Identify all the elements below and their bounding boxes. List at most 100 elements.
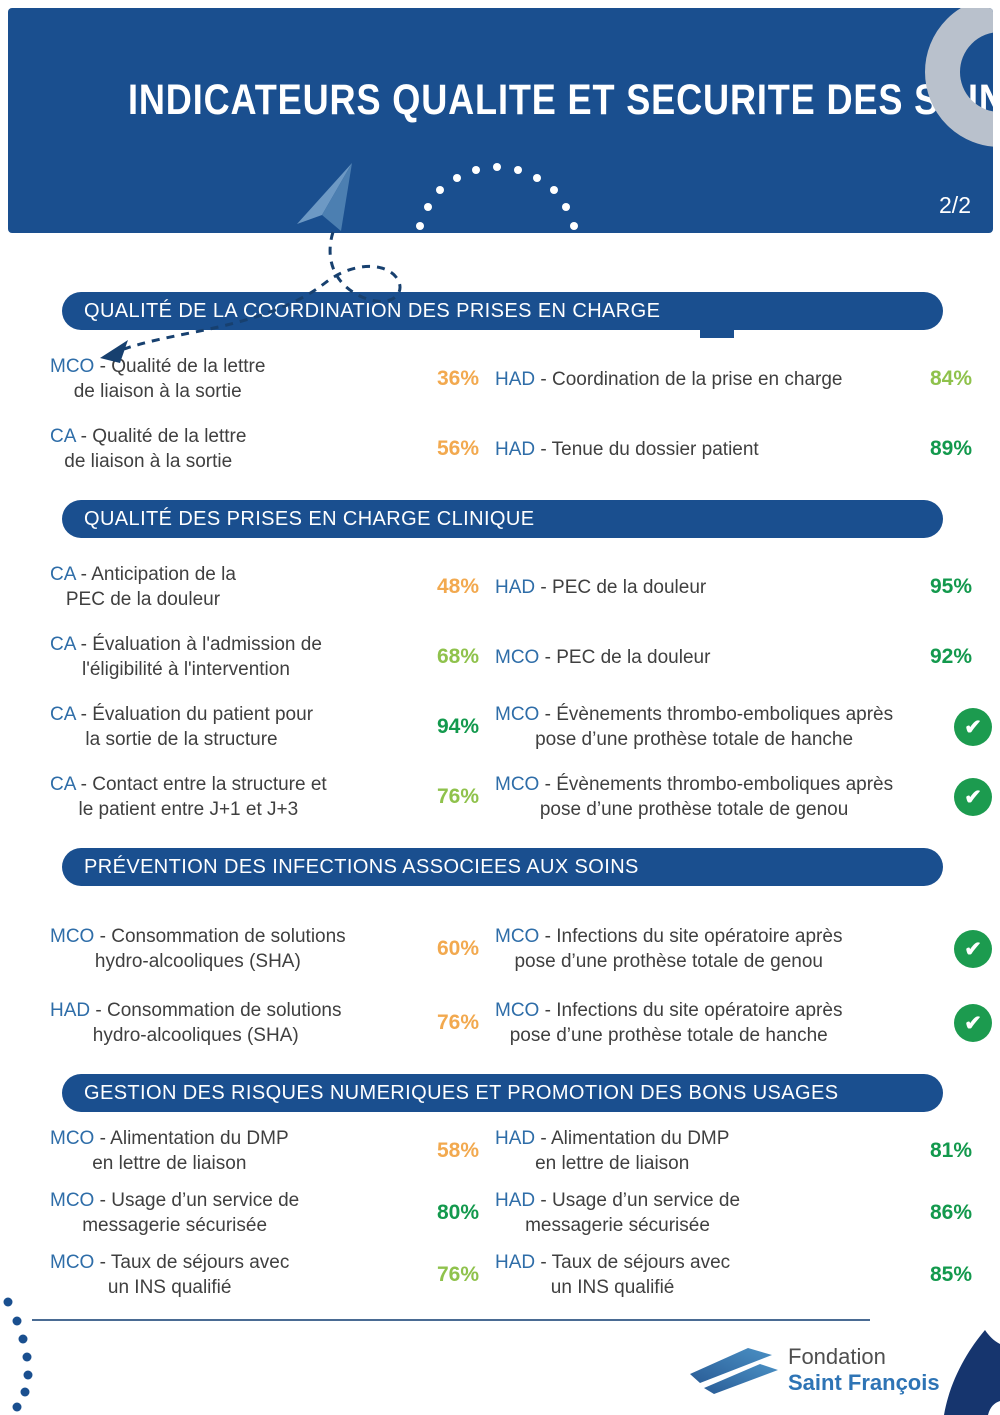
indicator-row: HAD - Consommation de solutions hydro-al… [50, 998, 495, 1048]
indicator-prefix: HAD [495, 1128, 536, 1149]
indicator-label: MCO - Taux de séjours avec un INS qualif… [50, 1250, 289, 1300]
indicator-value: 76% [437, 785, 480, 808]
brand-name-top: Fondation [788, 1344, 886, 1369]
indicator-row: MCO - Infections du site opératoire aprè… [495, 998, 1000, 1048]
indicator-status: ✔ [954, 778, 1000, 816]
indicator-line1: Infections du site opératoire après [556, 926, 843, 947]
indicator-status: ✔ [954, 708, 1000, 746]
indicator-separator: - [535, 438, 552, 460]
indicator-line2: en lettre de liaison [92, 1153, 247, 1174]
indicator-row: MCO - PEC de la douleur 92% [495, 645, 1000, 670]
indicator-status: ✔ [954, 1004, 1000, 1042]
check-circle-icon: ✔ [954, 930, 992, 968]
indicator-prefix: HAD [50, 1000, 91, 1021]
indicator-line1: Usage d’un service de [111, 1190, 300, 1211]
indicator-row: MCO - Alimentation du DMP en lettre de l… [50, 1126, 495, 1176]
indicator-line2: pose d’une prothèse totale de genou [514, 951, 823, 972]
indicator-prefix: MCO [495, 926, 540, 947]
indicator-line1: Tenue du dossier patient [551, 438, 759, 460]
check-circle-icon: ✔ [954, 1004, 992, 1042]
indicator-label: MCO - Consommation de solutions hydro-al… [50, 924, 346, 974]
section-title: PRÉVENTION DES INFECTIONS ASSOCIEES AUX … [84, 855, 639, 878]
indicator-line1: Coordination de la prise en charge [552, 368, 843, 390]
indicator-label: MCO - Infections du site opératoire aprè… [495, 998, 842, 1048]
footer-divider [32, 1319, 870, 1321]
indicator-separator: - [94, 356, 112, 377]
indicator-line1: Qualité de la lettre [92, 426, 247, 447]
indicator-row: MCO - Infections du site opératoire aprè… [495, 924, 1000, 974]
indicator-label: CA - Évaluation du patient pour la sorti… [50, 702, 313, 752]
indicator-line1: Évènements thrombo-emboliques après [556, 704, 894, 725]
indicator-separator: - [539, 1000, 557, 1021]
indicator-prefix: MCO [50, 1190, 95, 1211]
indicator-value: 36% [437, 367, 480, 390]
indicator-separator: - [94, 926, 112, 947]
indicator-prefix: HAD [495, 368, 536, 390]
indicator-line1: Infections du site opératoire après [556, 1000, 843, 1021]
indicator-value: 68% [437, 645, 480, 668]
indicator-line1: PEC de la douleur [552, 576, 707, 598]
indicator-row: HAD - Tenue du dossier patient 89% [495, 437, 1000, 462]
indicator-row: MCO - Usage d’un service de messagerie s… [50, 1188, 495, 1238]
indicator-value: 48% [437, 575, 480, 598]
indicator-label: CA - Évaluation à l'admission de l'éligi… [50, 632, 322, 682]
indicator-prefix: HAD [495, 1252, 536, 1273]
indicator-row: MCO - Taux de séjours avec un INS qualif… [50, 1250, 495, 1300]
indicator-prefix: MCO [495, 646, 540, 668]
indicator-value: 76% [437, 1263, 480, 1286]
indicator-line1: Usage d’un service de [552, 1190, 741, 1211]
indicator-separator: - [75, 634, 93, 655]
section-title: QUALITÉ DE LA COORDINATION DES PRISES EN… [84, 299, 661, 322]
indicator-line1: Évaluation du patient pour [92, 704, 314, 725]
section-risques-numeriques: GESTION DES RISQUES NUMERIQUES ET PROMOT… [0, 1074, 1000, 1300]
indicator-label: MCO - Évènements thrombo-emboliques aprè… [495, 772, 893, 822]
indicator-line1: Évènements thrombo-emboliques après [556, 774, 894, 795]
indicator-value: 84% [929, 367, 972, 390]
indicator-prefix: MCO [50, 1252, 95, 1273]
indicator-row: MCO - Consommation de solutions hydro-al… [50, 924, 495, 974]
corner-sail-decoration [944, 1330, 1000, 1415]
section-title: QUALITÉ DES PRISES EN CHARGE CLINIQUE [84, 507, 535, 530]
indicator-value: 94% [437, 715, 480, 738]
dotted-arc [416, 163, 578, 230]
indicator-value: 89% [929, 437, 972, 460]
indicator-line1: Consommation de solutions [111, 926, 346, 947]
indicator-label: HAD - Alimentation du DMP en lettre de l… [495, 1126, 729, 1176]
indicator-row: HAD - PEC de la douleur 95% [495, 575, 1000, 600]
indicator-separator: - [75, 704, 93, 725]
indicator-row: CA - Évaluation du patient pour la sorti… [50, 702, 495, 752]
indicator-row: MCO - Évènements thrombo-emboliques aprè… [495, 772, 1000, 822]
indicator-line2: PEC de la douleur [65, 589, 221, 610]
section-header: GESTION DES RISQUES NUMERIQUES ET PROMOT… [62, 1074, 943, 1112]
indicator-line1: Anticipation de la [91, 564, 236, 585]
indicator-prefix: MCO [495, 704, 540, 725]
indicator-value: 60% [437, 937, 480, 960]
indicator-row: HAD - Usage d’un service de messagerie s… [495, 1188, 1000, 1238]
indicator-row: HAD - Coordination de la prise en charge… [495, 367, 1000, 392]
indicator-prefix: HAD [495, 438, 536, 460]
indicator-line2: messagerie sécurisée [82, 1215, 268, 1236]
indicator-line2: pose d’une prothèse totale de hanche [535, 729, 854, 750]
indicator-separator: - [75, 564, 92, 585]
indicator-separator: - [535, 1128, 551, 1149]
indicator-separator: - [535, 1252, 552, 1273]
logo-stripes-icon [690, 1348, 778, 1394]
indicator-line1: Alimentation du DMP [110, 1128, 289, 1149]
indicator-separator: - [94, 1252, 111, 1273]
indicator-row: CA - Contact entre la structure et le pa… [50, 772, 495, 822]
section-header: QUALITÉ DES PRISES EN CHARGE CLINIQUE [62, 500, 943, 538]
indicator-line2: en lettre de liaison [535, 1153, 690, 1174]
indicator-row: CA - Évaluation à l'admission de l'éligi… [50, 632, 495, 682]
indicator-status: ✔ [954, 930, 1000, 968]
indicator-line1: Taux de séjours avec [551, 1252, 731, 1273]
indicator-row: CA - Anticipation de la PEC de la douleu… [50, 562, 495, 612]
indicator-row: HAD - Taux de séjours avec un INS qualif… [495, 1250, 1000, 1300]
indicator-line1: Contact entre la structure et [92, 774, 327, 795]
page-number: 2/2 [939, 192, 971, 218]
indicator-prefix: CA [50, 634, 76, 655]
indicator-line2: l'éligibilité à l'intervention [81, 659, 290, 680]
indicator-separator: - [535, 576, 553, 598]
indicator-line2: un INS qualifié [107, 1277, 232, 1298]
check-circle-icon: ✔ [954, 708, 992, 746]
check-circle-icon: ✔ [954, 778, 992, 816]
